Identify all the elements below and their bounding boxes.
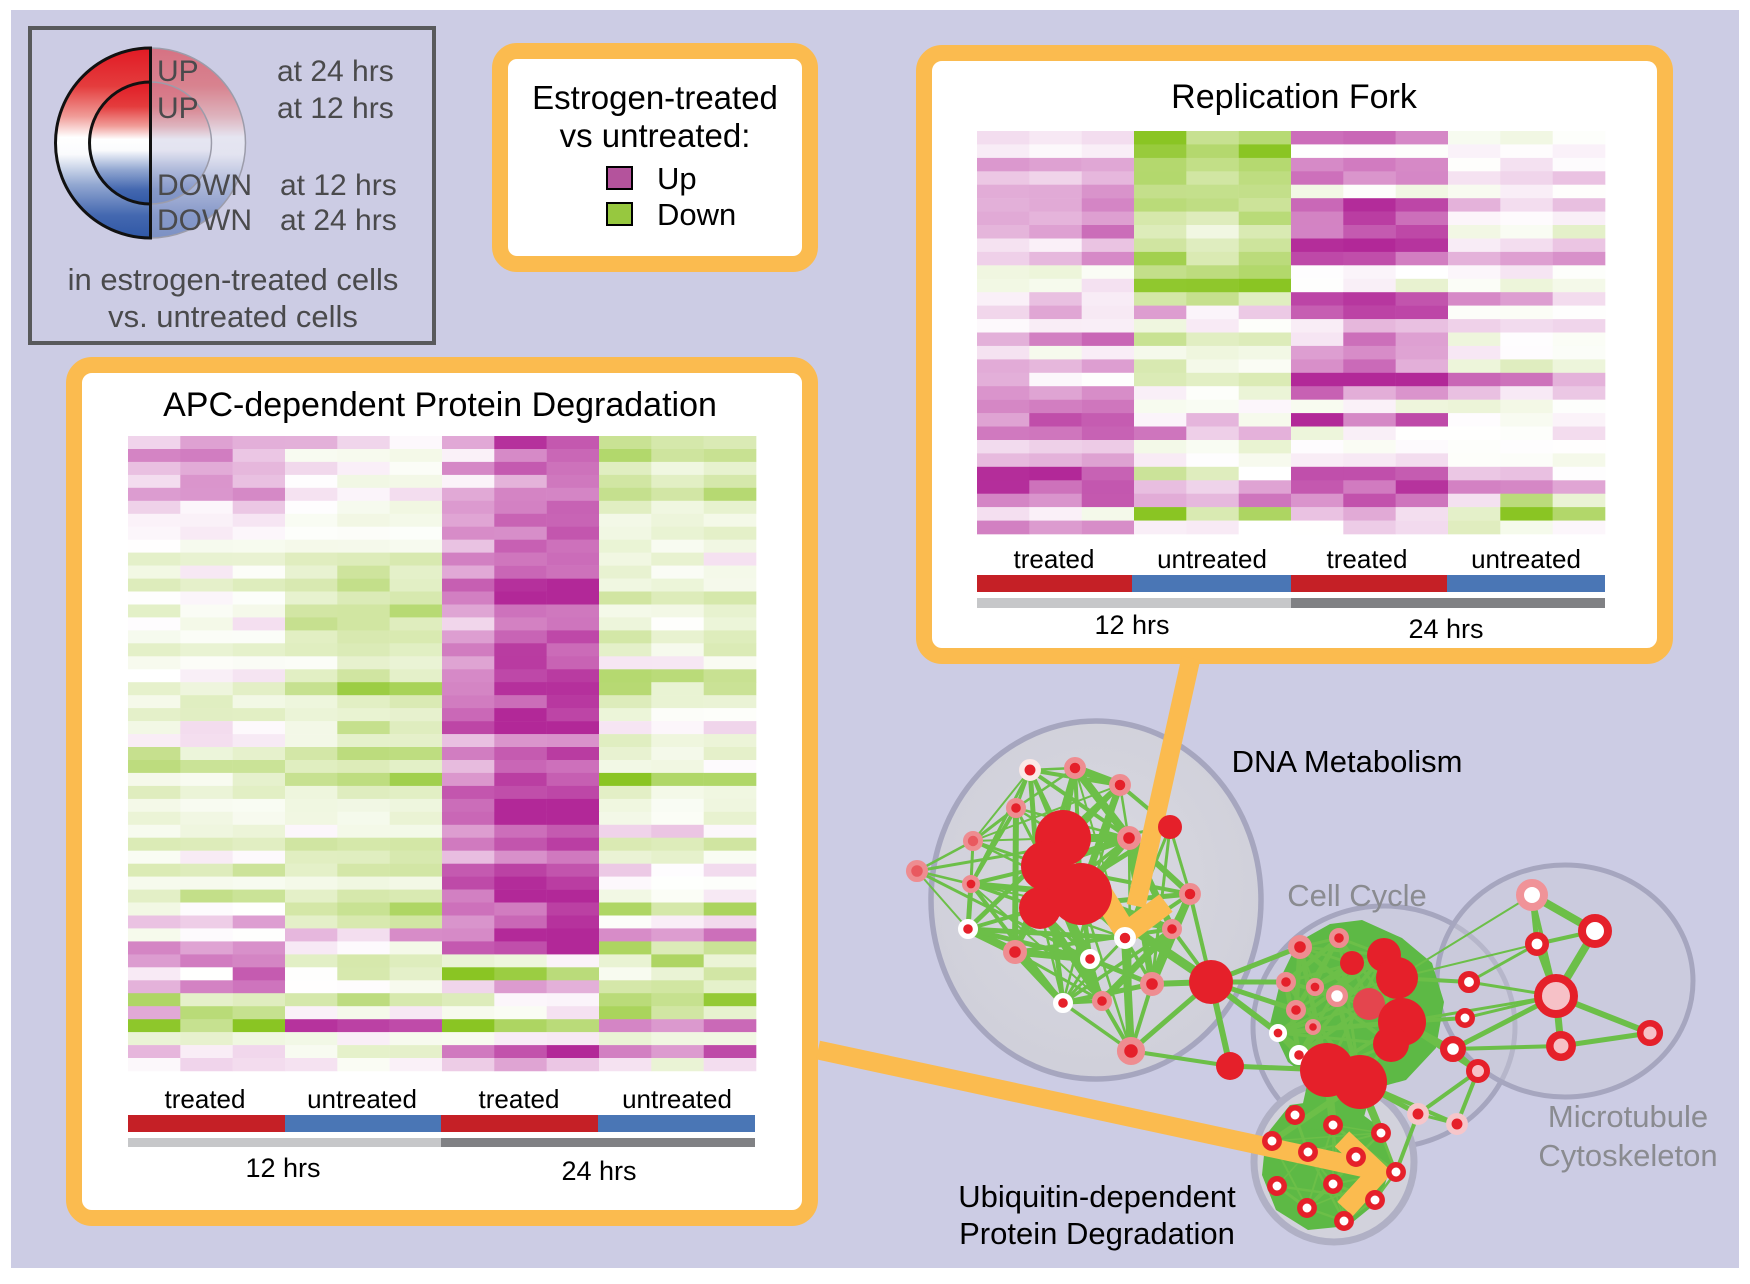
svg-text:Down: Down [657,197,736,232]
svg-text:at 24 hrs: at 24 hrs [280,204,397,237]
svg-text:DOWN: DOWN [157,204,252,237]
svg-text:Up: Up [657,161,697,196]
svg-text:UP: UP [157,92,199,125]
svg-text:treated: treated [165,1084,246,1114]
svg-text:at 12 hrs: at 12 hrs [277,92,394,125]
svg-text:DNA Metabolism: DNA Metabolism [1232,744,1463,779]
svg-text:Protein Degradation: Protein Degradation [959,1216,1235,1251]
svg-text:untreated: untreated [622,1084,732,1114]
svg-text:12 hrs: 12 hrs [1094,610,1169,640]
svg-text:untreated: untreated [307,1084,417,1114]
svg-text:untreated: untreated [1157,544,1267,574]
svg-text:24 hrs: 24 hrs [1408,614,1483,644]
svg-text:Ubiquitin-dependent: Ubiquitin-dependent [958,1179,1236,1214]
svg-text:UP: UP [157,55,199,88]
svg-text:24 hrs: 24 hrs [561,1156,636,1186]
svg-text:untreated: untreated [1471,544,1581,574]
svg-text:at 12 hrs: at 12 hrs [280,169,397,202]
svg-text:vs. untreated cells: vs. untreated cells [108,299,358,334]
svg-text:Replication Fork: Replication Fork [1171,78,1418,116]
svg-text:Cell Cycle: Cell Cycle [1287,878,1427,913]
svg-text:treated: treated [479,1084,560,1114]
svg-text:treated: treated [1327,544,1408,574]
svg-text:Microtubule: Microtubule [1548,1099,1708,1134]
svg-text:Estrogen-treated: Estrogen-treated [532,79,778,116]
svg-text:at 24 hrs: at 24 hrs [277,55,394,88]
svg-text:DOWN: DOWN [157,169,252,202]
svg-text:treated: treated [1014,544,1095,574]
svg-text:vs untreated:: vs untreated: [560,117,751,154]
svg-text:12 hrs: 12 hrs [245,1153,320,1183]
svg-text:Cytoskeleton: Cytoskeleton [1538,1138,1717,1173]
svg-text:in estrogen-treated cells: in estrogen-treated cells [68,262,399,297]
svg-text:APC-dependent Protein Degradat: APC-dependent Protein Degradation [163,386,717,424]
